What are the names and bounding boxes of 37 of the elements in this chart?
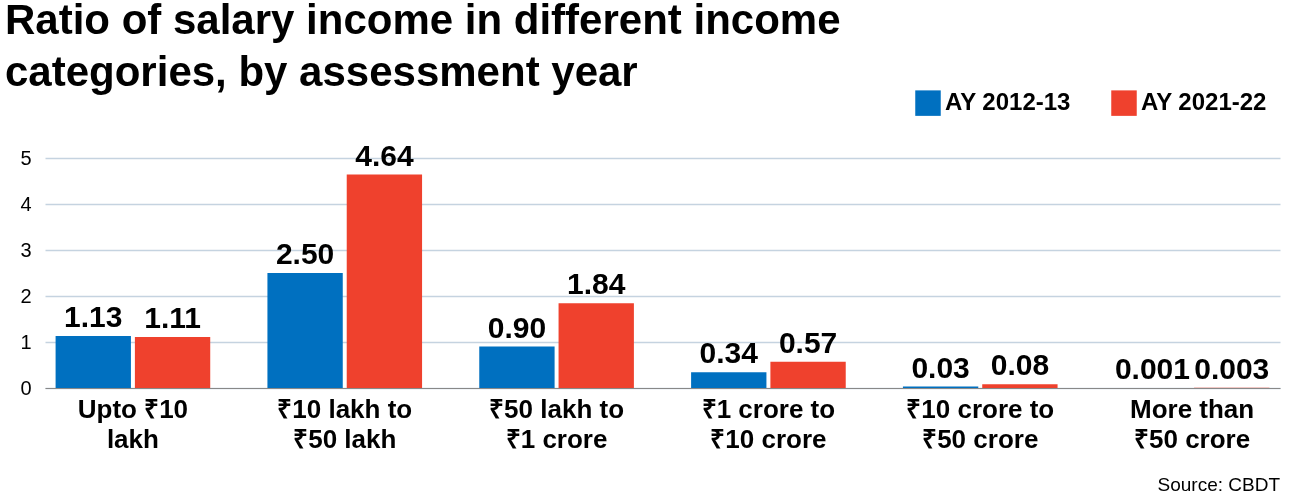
bar: [267, 273, 343, 388]
data-label: 4.64: [355, 138, 414, 172]
data-label: 1.13: [64, 300, 123, 334]
x-tick-label: ₹50 lakh to ₹1 crore: [489, 393, 625, 454]
chart-title: Ratio of salary income in different income categories, by assessment year: [5, 0, 841, 95]
data-label: 1.11: [144, 300, 201, 334]
y-tick-label: 4: [20, 192, 32, 215]
y-tick-label: 2: [20, 284, 32, 307]
legend-label: AY 2012-13: [945, 88, 1071, 116]
data-label: 0.90: [487, 310, 547, 344]
source-note: Source: CBDT: [1157, 474, 1281, 495]
x-tick-label: More than ₹50 crore: [1129, 393, 1255, 454]
y-tick-label: 5: [20, 146, 32, 169]
bar: [982, 384, 1058, 388]
y-tick-label: 3: [20, 238, 32, 261]
bar: [558, 303, 634, 388]
y-tick-label: 1: [20, 330, 32, 353]
x-tick-label: ₹1 crore to ₹10 crore: [701, 393, 836, 454]
x-tick-label: ₹10 lakh to ₹50 lakh: [277, 393, 413, 454]
legend-label: AY 2021-22: [1141, 88, 1267, 116]
data-label: 1.84: [567, 267, 626, 301]
data-label: 0.34: [699, 336, 759, 370]
bar: [691, 372, 767, 388]
bar: [55, 336, 131, 388]
y-tick-label: 0: [20, 376, 32, 399]
x-tick-label: Upto ₹10 lakh: [77, 393, 189, 454]
bar: [479, 346, 555, 388]
data-label: 0.03: [911, 350, 970, 384]
data-label: 0.001: [1114, 351, 1190, 385]
bar: [346, 174, 423, 388]
data-label: 2.50: [275, 237, 335, 270]
data-label: 0.08: [990, 348, 1050, 382]
bar: [134, 336, 211, 388]
bar: [770, 361, 846, 388]
data-label: 0.003: [1194, 351, 1270, 385]
data-label: 0.57: [778, 325, 838, 359]
x-tick-label: ₹10 crore to ₹50 crore: [906, 393, 1055, 454]
